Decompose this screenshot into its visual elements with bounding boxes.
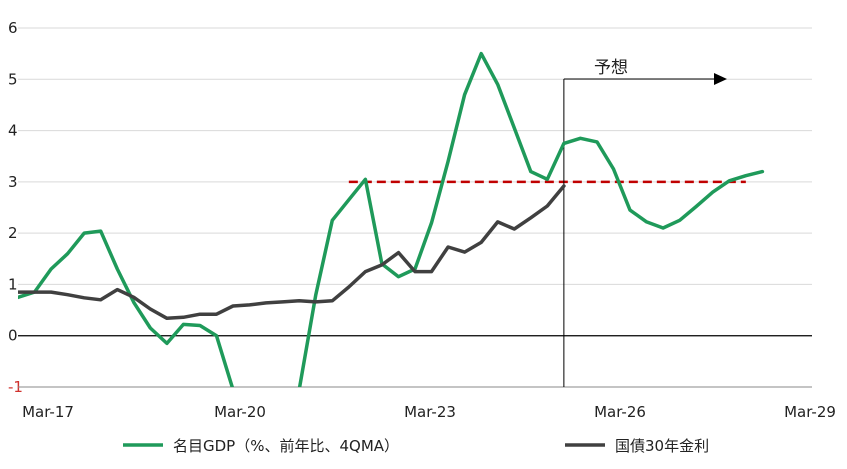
series-line-jgb-30y (18, 184, 566, 321)
y-tick-label: 3 (8, 173, 18, 191)
forecast-label: 予想 (594, 58, 628, 78)
legend-label: 国債30年金利 (615, 437, 709, 455)
legend: 名目GDP（%、前年比、4QMA） 国債30年金利 (123, 437, 709, 455)
forecast-marker: 予想 (563, 58, 727, 387)
x-axis-ticks: Mar-17 Mar-20 Mar-23 Mar-26 Mar-29 (22, 403, 836, 421)
x-tick-label: Mar-20 (214, 403, 266, 421)
y-tick-label: 2 (8, 224, 18, 242)
forecast-arrow-head (714, 73, 727, 85)
y-tick-label: 4 (8, 122, 18, 140)
x-tick-label: Mar-29 (784, 403, 836, 421)
y-tick-label: 1 (8, 275, 18, 293)
x-tick-label: Mar-17 (22, 403, 74, 421)
y-axis-ticks: 6 5 4 3 2 1 0 -1 (8, 19, 23, 396)
y-tick-label: 0 (8, 327, 18, 345)
series-line-nominal-gdp (18, 51, 765, 387)
y-tick-label: 5 (8, 70, 18, 88)
gridlines (18, 27, 812, 285)
x-tick-label: Mar-23 (404, 403, 456, 421)
y-tick-label: 6 (8, 19, 18, 37)
y-tick-label: -1 (8, 378, 23, 396)
x-tick-label: Mar-26 (594, 403, 646, 421)
legend-label: 名目GDP（%、前年比、4QMA） (173, 437, 399, 455)
series-group (18, 51, 765, 387)
